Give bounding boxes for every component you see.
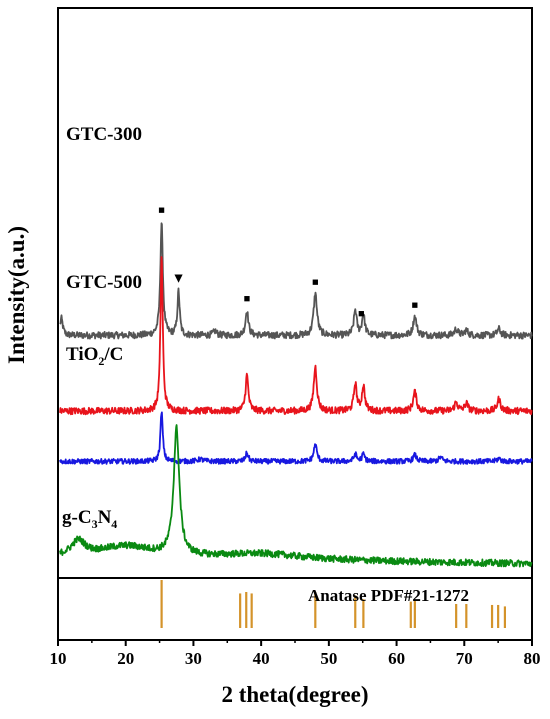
series-label-g-c3n4: g-C3N4 (62, 507, 117, 531)
x-tick-label: 30 (185, 649, 202, 668)
x-tick-label: 10 (50, 649, 67, 668)
diffraction-patterns (59, 222, 533, 568)
anatase-marker: ■ (244, 293, 251, 305)
reference-label: Anatase PDF#21-1272 (308, 586, 469, 605)
x-tick-label: 20 (117, 649, 134, 668)
x-tick-label: 70 (456, 649, 473, 668)
series-line-g-c3n4 (59, 424, 533, 568)
x-axis-ticks: 10 20 30 40 50 60 70 80 (50, 640, 541, 668)
series-label-gtc-500: GTC-500 (66, 272, 142, 293)
series-line-tio2-c (59, 411, 533, 465)
x-tick-label: 80 (524, 649, 541, 668)
peak-markers: ■ ▼ ■ ■ ■ ■ (158, 205, 418, 320)
main-plot-frame (57, 7, 533, 579)
series-label-gtc-300: GTC-300 (66, 124, 142, 145)
anatase-marker: ■ (312, 276, 319, 288)
anatase-marker: ■ (412, 299, 419, 311)
series-line-gtc-300 (59, 222, 533, 340)
x-tick-label: 40 (253, 649, 270, 668)
x-tick-label: 50 (320, 649, 337, 668)
g-c3n4-marker: ▼ (172, 271, 186, 286)
reference-lines (160, 580, 507, 628)
anatase-marker: ■ (358, 308, 365, 320)
series-label-tio2-c: TiO2/C (66, 344, 123, 368)
series-line-gtc-500 (59, 256, 533, 416)
x-tick-label: 60 (388, 649, 405, 668)
x-axis-label: 2 theta(degree) (221, 682, 368, 707)
y-axis-label: Intensity(a.u.) (4, 226, 29, 364)
anatase-marker: ■ (158, 205, 165, 217)
